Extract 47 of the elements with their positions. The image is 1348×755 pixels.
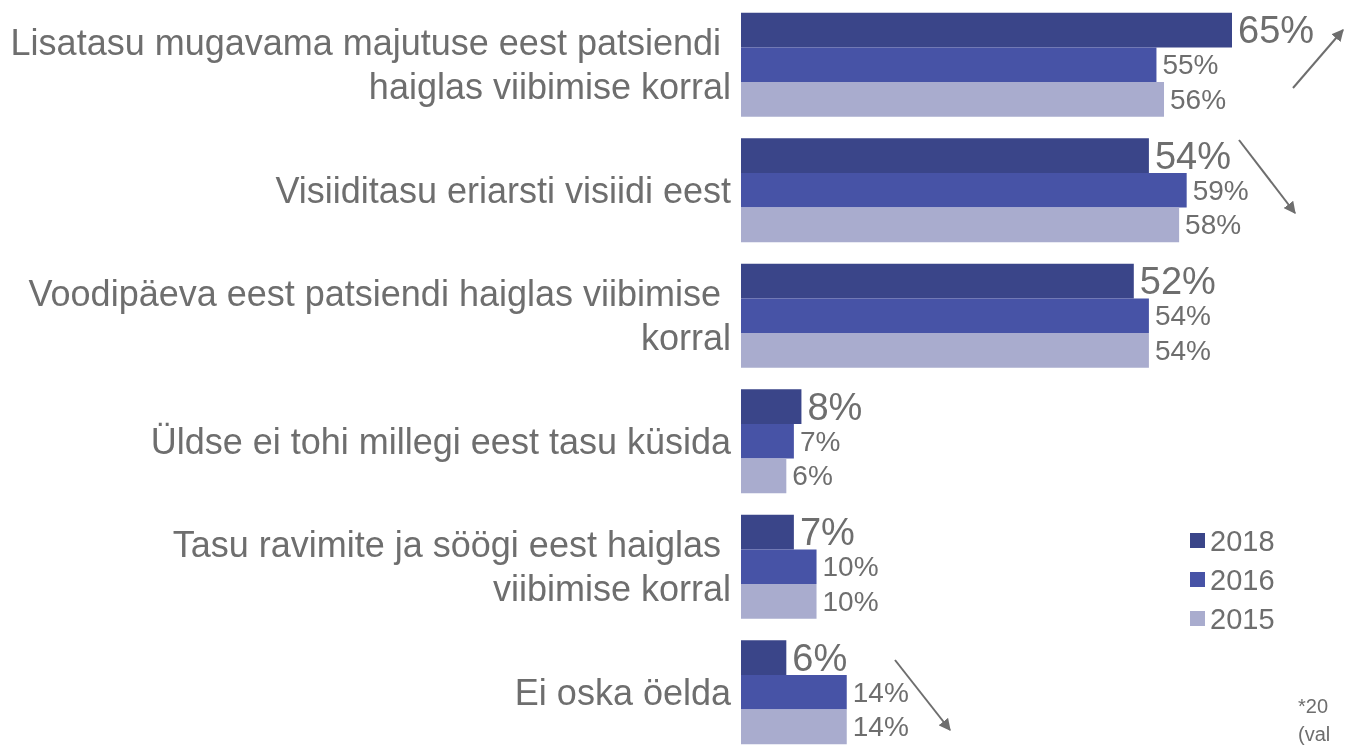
bar [741,389,802,424]
bar [741,12,1232,48]
data-label: 6% [792,636,848,679]
legend-label: 2018 [1210,524,1275,557]
data-label: 10% [822,585,879,617]
bar [741,674,847,710]
legend-label: 2016 [1210,563,1275,596]
data-label: 8% [807,385,863,428]
bar [741,709,847,745]
bar [741,172,1187,208]
bar [741,298,1149,334]
data-label: 10% [822,551,879,583]
y-tick-label: Lisatasu mugavama majutuse eest patsiendi haiglas viibimise korral [10,22,731,108]
data-label: 56% [1170,83,1227,115]
bar [741,138,1149,173]
data-label: 59% [1192,174,1249,206]
data-label: 7% [799,511,855,554]
y-tick-label: Üldse ei tohi millegi eest tasu küsida [150,420,732,462]
bar [741,514,794,550]
data-label: 14% [852,676,909,708]
data-label: 7% [799,425,841,457]
legend-label: 2015 [1210,602,1275,635]
data-label: 65% [1238,9,1315,52]
y-tick-label: Ei oska öelda [514,671,732,713]
bar [741,82,1165,117]
bar [741,207,1180,243]
data-label: 54% [1154,300,1211,332]
data-label: 54% [1154,134,1231,177]
bar [741,263,1134,299]
bar [741,47,1157,83]
data-label: 58% [1185,209,1242,241]
bar [741,640,787,675]
bar [741,333,1149,368]
bar [741,423,794,459]
text: *20 [1298,695,1329,717]
data-label: 54% [1154,334,1211,366]
text: (val [1298,723,1331,745]
bar [741,584,817,619]
y-tick-label: Voodipäeva eest patsiendi haiglas viibimise korral [28,273,731,359]
y-tick-label: Tasu ravimite ja söögi eest haiglas viibimise korral [172,524,731,610]
data-label: 52% [1139,260,1216,303]
bar [741,549,817,585]
data-label: 6% [792,460,833,492]
data-label: 55% [1162,49,1219,81]
data-label: 14% [852,711,909,743]
y-tick-label: Visiiditasu eriarsti visiidi eest [275,169,731,211]
bar [741,458,787,494]
